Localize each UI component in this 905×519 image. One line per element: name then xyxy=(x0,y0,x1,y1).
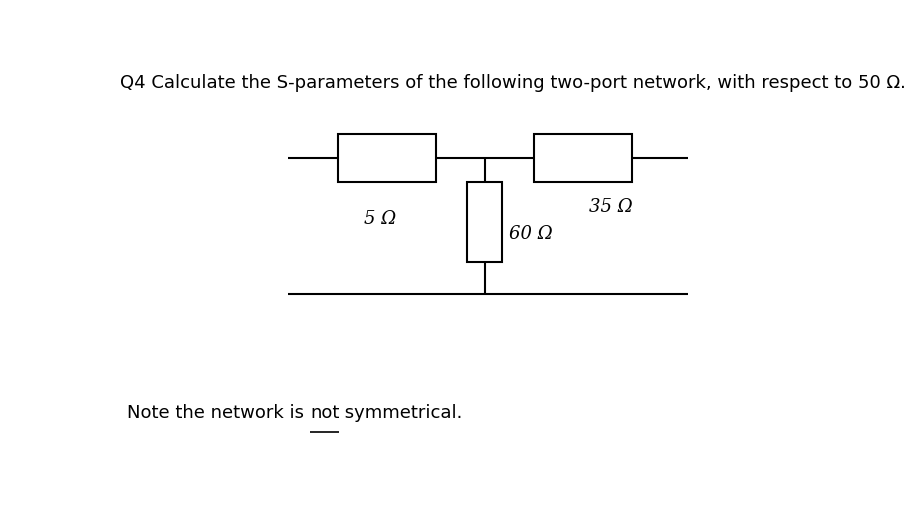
Text: Q4 Calculate the S-parameters of the following two-port network, with respect to: Q4 Calculate the S-parameters of the fol… xyxy=(120,74,905,92)
Text: symmetrical.: symmetrical. xyxy=(339,404,462,422)
Text: 35 Ω: 35 Ω xyxy=(589,198,633,216)
Text: 60 Ω: 60 Ω xyxy=(510,225,553,243)
Text: not: not xyxy=(310,404,339,422)
Bar xyxy=(534,134,632,182)
Text: Note the network is: Note the network is xyxy=(127,404,310,422)
Bar xyxy=(338,134,436,182)
Bar xyxy=(467,182,502,262)
Text: 5 Ω: 5 Ω xyxy=(364,210,395,228)
